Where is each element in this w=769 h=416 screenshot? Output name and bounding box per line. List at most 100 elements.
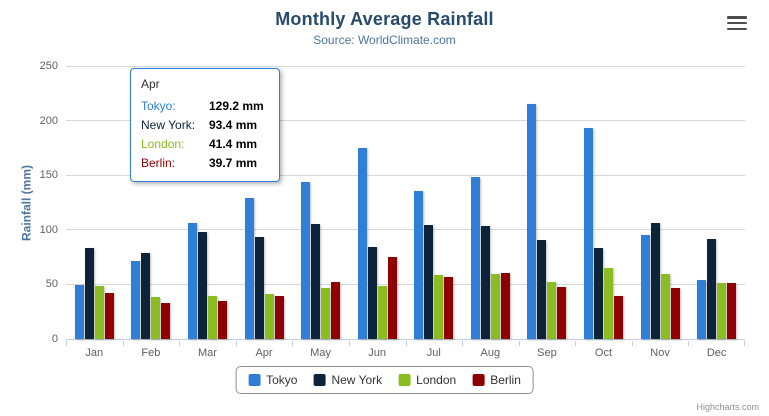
bar-berlin-may[interactable] <box>331 281 341 339</box>
x-axis-tick-label: Jul <box>426 347 441 359</box>
x-axis-tick-label: Aug <box>480 347 501 359</box>
plot-area <box>66 66 745 340</box>
x-axis-tick-label: Jun <box>368 347 387 359</box>
bar-berlin-dec[interactable] <box>727 283 737 339</box>
y-axis-tick-label: 50 <box>45 278 58 291</box>
bar-new-york-mar[interactable] <box>197 231 207 339</box>
x-axis-tick-label: Jan <box>85 347 104 359</box>
bar-group-feb <box>123 67 180 339</box>
bar-new-york-nov[interactable] <box>650 223 660 339</box>
x-axis-tick-label: Dec <box>706 347 727 359</box>
bar-group-jan <box>66 67 123 339</box>
bar-new-york-apr[interactable] <box>254 237 264 339</box>
y-axis-tick-label: 250 <box>39 60 58 72</box>
bar-group-jul <box>405 67 462 339</box>
legend-label: London <box>416 373 457 387</box>
hamburger-menu-icon <box>727 16 747 30</box>
tooltip-row-berlin: Berlin: 39.7 mm <box>141 154 269 173</box>
bar-tokyo-mar[interactable] <box>187 223 197 339</box>
legend-marker-new-york <box>313 374 326 386</box>
bar-berlin-sep[interactable] <box>557 287 567 339</box>
legend-label: New York <box>331 373 383 387</box>
bar-new-york-jul[interactable] <box>424 224 434 339</box>
bar-london-apr[interactable] <box>264 293 274 339</box>
x-axis-tick-label: Apr <box>255 347 273 359</box>
bar-london-oct[interactable] <box>603 268 613 339</box>
bar-tokyo-oct[interactable] <box>583 127 593 339</box>
tooltip-row-london: London: 41.4 mm <box>141 135 269 154</box>
bar-london-jun[interactable] <box>377 286 387 339</box>
x-axis-tick-mark <box>405 341 407 346</box>
x-axis-tick-mark <box>122 341 124 346</box>
bar-new-york-jun[interactable] <box>367 247 377 339</box>
x-axis-tick-label: Nov <box>650 347 670 359</box>
x-axis-tick-mark <box>179 341 181 346</box>
bar-berlin-jan[interactable] <box>104 292 114 339</box>
bar-tokyo-jul[interactable] <box>414 191 424 339</box>
gridline <box>66 66 745 67</box>
bar-london-may[interactable] <box>321 287 331 339</box>
bar-new-york-dec[interactable] <box>707 238 717 339</box>
x-axis-tick-label: Oct <box>594 347 613 359</box>
bar-berlin-aug[interactable] <box>500 273 510 339</box>
bar-london-aug[interactable] <box>490 274 500 339</box>
bar-tokyo-aug[interactable] <box>470 177 480 339</box>
x-axis-ticks <box>66 341 745 346</box>
legend-label: Tokyo <box>266 373 298 387</box>
tooltip-series-value: 93.4 mm <box>209 118 258 132</box>
export-menu-button[interactable] <box>727 16 747 30</box>
bar-tokyo-jun[interactable] <box>357 147 367 339</box>
bar-new-york-jan[interactable] <box>84 248 94 339</box>
bar-berlin-jun[interactable] <box>387 256 397 339</box>
bar-new-york-aug[interactable] <box>480 225 490 339</box>
bar-tokyo-jan[interactable] <box>74 284 84 339</box>
bar-tokyo-nov[interactable] <box>640 235 650 339</box>
bar-new-york-may[interactable] <box>311 223 321 339</box>
legend-item-new-york[interactable]: New York <box>313 373 382 387</box>
tooltip-series-value: 39.7 mm <box>209 156 258 170</box>
bar-group-aug <box>462 67 519 339</box>
x-axis-tick-mark <box>518 341 520 346</box>
y-axis-tick-label: 150 <box>39 169 58 182</box>
tooltip-series-value: 129.2 mm <box>209 99 264 113</box>
bar-berlin-jul[interactable] <box>444 276 454 339</box>
bar-london-nov[interactable] <box>660 274 670 339</box>
legend-item-london[interactable]: London <box>398 373 456 387</box>
bar-berlin-oct[interactable] <box>613 296 623 339</box>
bar-tokyo-sep[interactable] <box>527 103 537 339</box>
x-axis-tick-label: Sep <box>537 347 557 359</box>
tooltip-row-new-york: New York: 93.4 mm <box>141 116 269 135</box>
bar-berlin-mar[interactable] <box>217 301 227 339</box>
bar-group-sep <box>519 67 576 339</box>
x-axis-tick-mark <box>744 341 745 346</box>
legend-item-tokyo[interactable]: Tokyo <box>248 373 297 387</box>
bar-tokyo-may[interactable] <box>301 182 311 339</box>
x-axis-labels: Jan Feb Mar Apr May Jun Jul Aug Sep Oct Nov Dec <box>66 347 745 359</box>
bar-london-jan[interactable] <box>94 285 104 339</box>
legend-item-berlin[interactable]: Berlin <box>472 373 521 387</box>
bar-tokyo-feb[interactable] <box>131 261 141 339</box>
bar-tokyo-dec[interactable] <box>697 279 707 339</box>
bar-new-york-oct[interactable] <box>593 248 603 339</box>
tooltip-series-name: Berlin: <box>141 156 176 170</box>
legend-marker-london <box>398 374 411 386</box>
chart-title: Monthly Average Rainfall <box>275 9 494 29</box>
bar-new-york-sep[interactable] <box>537 239 547 339</box>
legend: Tokyo New York London Berlin <box>235 366 534 394</box>
bar-tokyo-apr[interactable] <box>244 198 254 339</box>
bar-group-oct <box>575 67 632 339</box>
legend-marker-berlin <box>472 374 485 386</box>
bar-london-jul[interactable] <box>434 274 444 339</box>
bar-berlin-nov[interactable] <box>670 288 680 339</box>
bar-london-sep[interactable] <box>547 282 557 339</box>
bar-berlin-apr[interactable] <box>274 295 284 339</box>
credits-link[interactable]: Highcharts.com <box>696 402 759 412</box>
bar-new-york-feb[interactable] <box>141 253 151 339</box>
x-axis-tick-label: Mar <box>197 347 217 359</box>
bar-london-dec[interactable] <box>717 283 727 339</box>
bar-london-mar[interactable] <box>207 296 217 339</box>
bar-london-feb[interactable] <box>151 296 161 339</box>
x-axis-tick-mark <box>631 341 633 346</box>
bar-berlin-feb[interactable] <box>161 302 171 339</box>
